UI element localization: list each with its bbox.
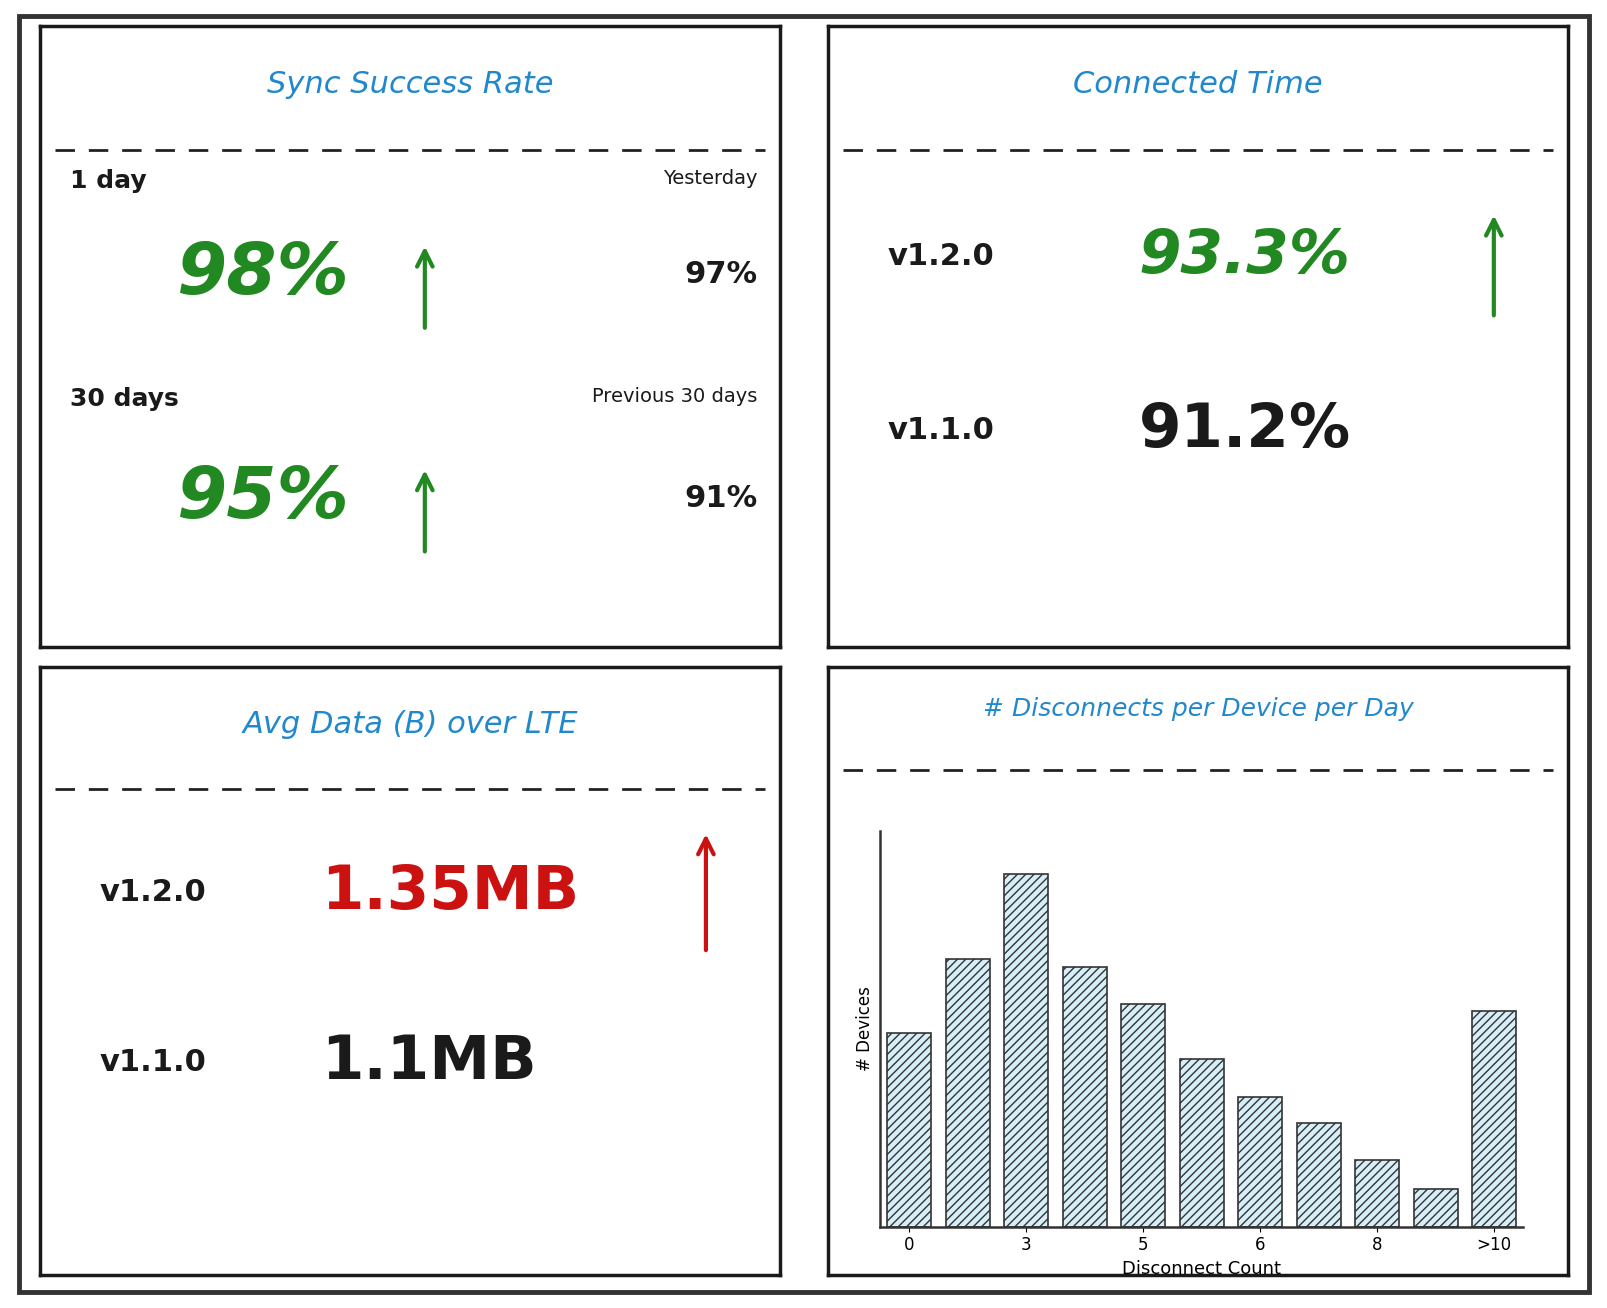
- Text: 1.35MB: 1.35MB: [321, 862, 579, 922]
- Text: # Disconnects per Device per Day: # Disconnects per Device per Day: [982, 697, 1413, 722]
- Text: 95%: 95%: [175, 464, 349, 532]
- Text: v1.2.0: v1.2.0: [100, 878, 206, 906]
- Text: Connected Time: Connected Time: [1072, 69, 1323, 98]
- Bar: [1413, 1189, 1456, 1227]
- Text: 93.3%: 93.3%: [1138, 226, 1350, 285]
- Text: 97%: 97%: [685, 260, 757, 289]
- Text: v1.1.0: v1.1.0: [887, 416, 993, 445]
- Bar: [1004, 874, 1048, 1227]
- Bar: [1062, 967, 1106, 1227]
- Bar: [887, 1033, 930, 1227]
- Text: 30 days: 30 days: [69, 387, 178, 411]
- Bar: [1120, 1003, 1165, 1227]
- Text: 98%: 98%: [175, 241, 349, 309]
- Text: v1.1.0: v1.1.0: [100, 1048, 206, 1076]
- Bar: [1180, 1059, 1223, 1227]
- Text: 1 day: 1 day: [69, 169, 146, 194]
- Text: 91.2%: 91.2%: [1138, 400, 1350, 459]
- Bar: [1355, 1160, 1398, 1227]
- Text: Sync Success Rate: Sync Success Rate: [267, 69, 553, 98]
- Text: v1.2.0: v1.2.0: [887, 242, 993, 271]
- Text: 91%: 91%: [685, 484, 757, 513]
- Y-axis label: # Devices: # Devices: [857, 986, 874, 1071]
- Bar: [945, 959, 988, 1227]
- Text: Yesterday: Yesterday: [662, 169, 757, 188]
- Text: 1.1MB: 1.1MB: [321, 1033, 537, 1092]
- Text: Avg Data (B) over LTE: Avg Data (B) over LTE: [243, 710, 577, 739]
- Bar: [1472, 1011, 1515, 1227]
- Text: Previous 30 days: Previous 30 days: [591, 387, 757, 405]
- Bar: [1237, 1096, 1281, 1227]
- X-axis label: Disconnect Count: Disconnect Count: [1122, 1260, 1281, 1278]
- Bar: [1295, 1122, 1340, 1227]
